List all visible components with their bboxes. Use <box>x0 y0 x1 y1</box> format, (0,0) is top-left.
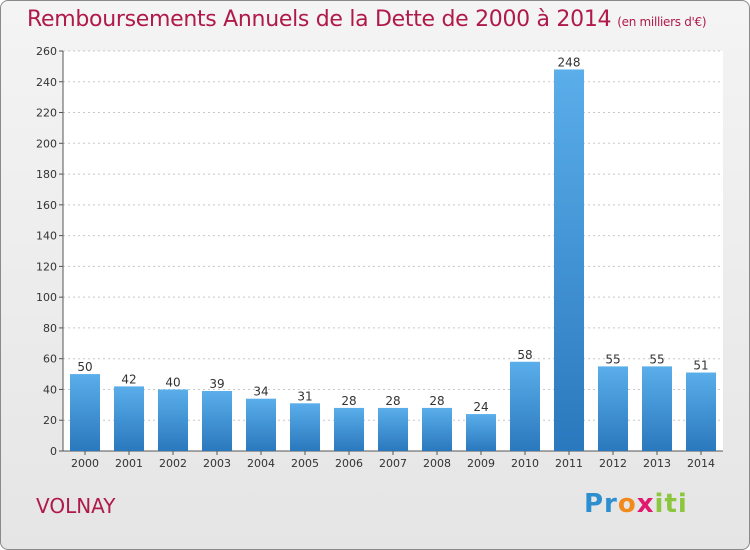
data-label-2003: 39 <box>209 377 224 391</box>
chart-title: Remboursements Annuels de la Dette de 20… <box>27 7 707 32</box>
x-tick-label-2004: 2004 <box>247 457 275 470</box>
y-tick-label: 0 <box>50 445 57 458</box>
data-label-2005: 31 <box>297 389 312 403</box>
x-tick-label-2000: 2000 <box>71 457 99 470</box>
y-tick-label: 140 <box>36 230 57 243</box>
data-label-2008: 28 <box>429 394 444 408</box>
x-tick-label-2002: 2002 <box>159 457 187 470</box>
y-tick-label: 120 <box>36 260 57 273</box>
x-tick-label-2012: 2012 <box>599 457 627 470</box>
x-tick-label-2010: 2010 <box>511 457 539 470</box>
bar-2012 <box>598 366 628 451</box>
y-tick-label: 160 <box>36 199 57 212</box>
bar-2001 <box>114 386 144 451</box>
bar-2013 <box>642 366 672 451</box>
y-tick-label: 200 <box>36 137 57 150</box>
y-tick-label: 60 <box>43 353 57 366</box>
x-tick-label-2005: 2005 <box>291 457 319 470</box>
bar-2008 <box>422 407 452 451</box>
data-label-2014: 51 <box>693 359 708 373</box>
data-label-2002: 40 <box>165 375 180 389</box>
logo-part: x <box>636 489 655 519</box>
y-tick-label: 40 <box>43 383 57 396</box>
bar-2002 <box>158 389 188 451</box>
y-tick-label: 20 <box>43 414 57 427</box>
x-tick-label-2003: 2003 <box>203 457 231 470</box>
data-label-2011: 248 <box>558 55 581 69</box>
y-tick-label: 240 <box>36 76 57 89</box>
bar-2007 <box>378 407 408 451</box>
x-tick-label-2006: 2006 <box>335 457 363 470</box>
logo-part: Pr <box>584 489 618 519</box>
proxiti-logo: Proxiti <box>584 489 688 519</box>
data-label-2006: 28 <box>341 394 356 408</box>
bar-2010 <box>510 361 540 451</box>
x-tick-label-2007: 2007 <box>379 457 407 470</box>
logo-part: iti <box>654 489 688 519</box>
commune-name: VOLNAY <box>36 494 116 518</box>
bar-2005 <box>290 403 320 451</box>
y-tick-label: 220 <box>36 107 57 120</box>
bar-2003 <box>202 391 232 451</box>
bar-2004 <box>246 398 276 451</box>
bar-2006 <box>334 407 364 451</box>
data-label-2013: 55 <box>649 352 664 366</box>
data-label-2000: 50 <box>77 360 92 374</box>
chart-unit: (en milliers d'€) <box>617 15 707 29</box>
data-label-2007: 28 <box>385 394 400 408</box>
x-tick-label-2008: 2008 <box>423 457 451 470</box>
data-label-2009: 24 <box>473 400 488 414</box>
x-tick-label-2001: 2001 <box>115 457 143 470</box>
x-tick-label-2013: 2013 <box>643 457 671 470</box>
logo-part: o <box>617 489 637 519</box>
data-label-2004: 34 <box>253 385 268 399</box>
y-tick-label: 100 <box>36 291 57 304</box>
bar-2011 <box>554 69 584 451</box>
x-tick-label-2009: 2009 <box>467 457 495 470</box>
bar-2009 <box>466 414 496 451</box>
y-tick-label: 260 <box>36 45 57 58</box>
bar-2000 <box>70 374 100 451</box>
chart-title-text: Remboursements Annuels de la Dette de 20… <box>27 7 612 32</box>
y-tick-label: 80 <box>43 322 57 335</box>
data-label-2001: 42 <box>121 372 136 386</box>
data-label-2012: 55 <box>605 352 620 366</box>
data-label-2010: 58 <box>517 348 532 362</box>
x-tick-label-2011: 2011 <box>555 457 583 470</box>
bar-2014 <box>686 372 716 451</box>
y-tick-label: 180 <box>36 168 57 181</box>
x-tick-label-2014: 2014 <box>687 457 715 470</box>
